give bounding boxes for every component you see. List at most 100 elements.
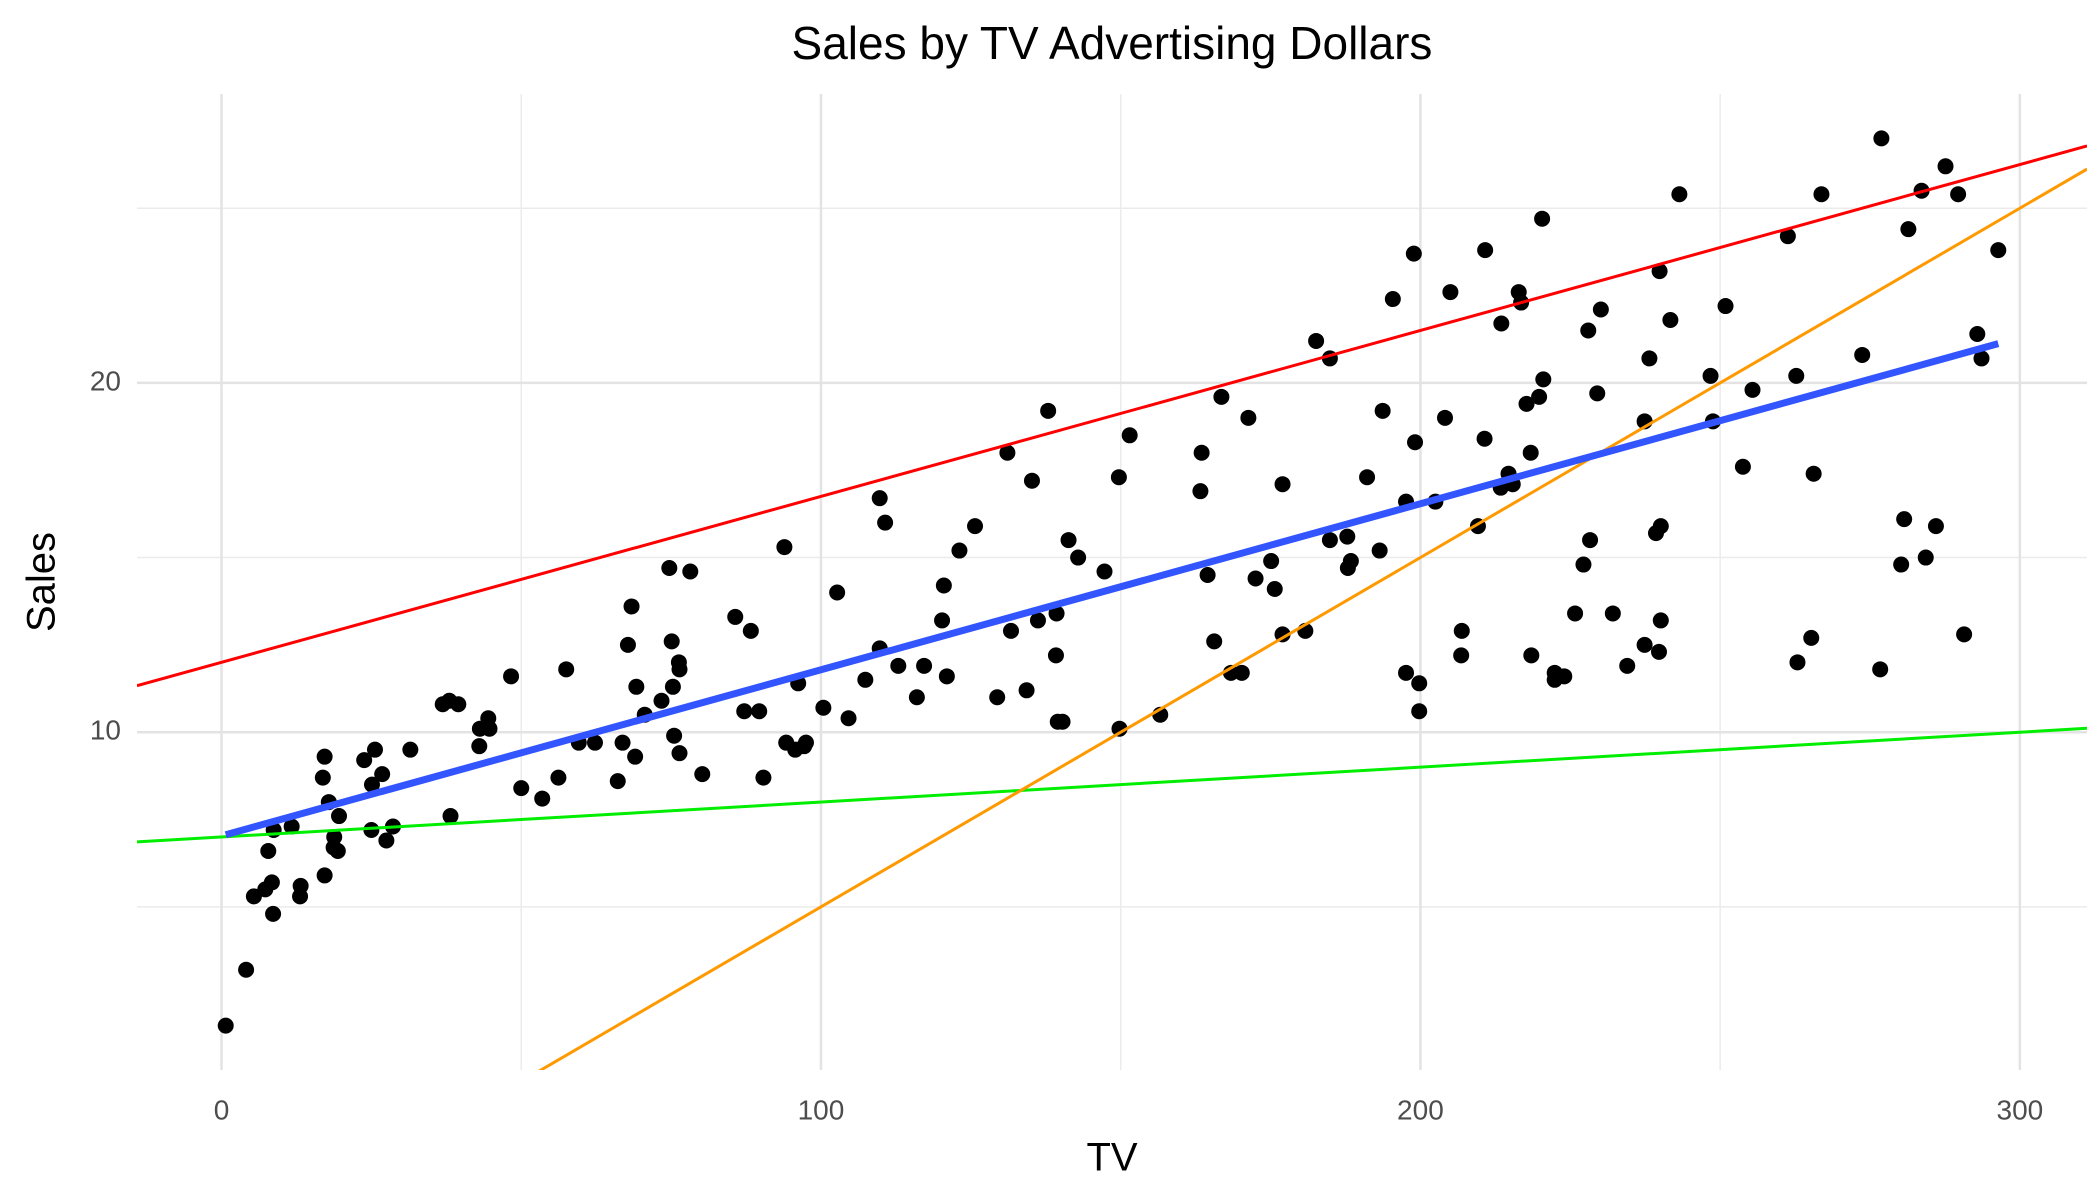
point [1779, 228, 1796, 245]
point [671, 745, 688, 762]
point [1589, 385, 1606, 402]
point [1927, 518, 1944, 535]
point [1788, 367, 1805, 384]
point [1734, 458, 1751, 475]
point [1029, 612, 1046, 629]
point [1789, 654, 1806, 671]
reference-line [137, 144, 2087, 688]
point [1096, 563, 1113, 580]
point [442, 808, 459, 825]
chart-title: Sales by TV Advertising Dollars [792, 17, 1433, 69]
point [1411, 675, 1428, 692]
point [1900, 221, 1917, 238]
point [1213, 388, 1230, 405]
point [1339, 528, 1356, 545]
point [513, 780, 530, 797]
point [871, 490, 888, 507]
point [857, 671, 874, 688]
point [1990, 242, 2007, 259]
point [356, 752, 373, 769]
reference-line [538, 167, 2087, 1070]
point [1405, 245, 1422, 262]
point [1872, 661, 1889, 678]
point [1247, 570, 1264, 587]
point [1266, 580, 1283, 597]
point [1744, 381, 1761, 398]
point [1274, 476, 1291, 493]
point [363, 822, 380, 839]
point [670, 654, 687, 671]
point [829, 584, 846, 601]
point [586, 734, 603, 751]
point [815, 699, 832, 716]
point [877, 514, 894, 531]
point [263, 874, 280, 891]
point [1240, 409, 1257, 426]
point [1641, 350, 1658, 367]
point [1518, 395, 1535, 412]
point [840, 710, 857, 727]
point [1476, 430, 1493, 447]
point [653, 692, 670, 709]
point [1717, 298, 1734, 315]
point [619, 636, 636, 653]
point [614, 734, 631, 751]
point [558, 661, 575, 678]
point [908, 689, 925, 706]
point [1522, 444, 1539, 461]
x-tick-label: 0 [214, 1094, 230, 1125]
point [1308, 332, 1325, 349]
point [1893, 556, 1910, 573]
point [1580, 322, 1597, 339]
point [666, 727, 683, 744]
point [1263, 553, 1280, 570]
point [534, 790, 551, 807]
point [1493, 315, 1510, 332]
point [1651, 263, 1668, 280]
point [481, 720, 498, 737]
point [1592, 301, 1609, 318]
y-axis-title: Sales [20, 532, 64, 632]
point [890, 657, 907, 674]
point [1002, 622, 1019, 639]
point [1193, 444, 1210, 461]
point [664, 678, 681, 695]
point [935, 577, 952, 594]
point [1359, 469, 1376, 486]
point [628, 678, 645, 695]
point [663, 633, 680, 650]
point [999, 444, 1016, 461]
point [1647, 525, 1664, 542]
point [1937, 158, 1954, 175]
grid [137, 94, 2087, 1070]
point [1384, 291, 1401, 308]
point [934, 612, 951, 629]
point [331, 808, 348, 825]
point [1199, 567, 1216, 584]
point [292, 888, 309, 905]
point [238, 961, 255, 978]
point [1192, 483, 1209, 500]
point [1650, 643, 1667, 660]
point [1453, 647, 1470, 664]
point [1873, 130, 1890, 147]
point [1342, 553, 1359, 570]
point [1531, 388, 1548, 405]
point [967, 518, 984, 535]
point [1813, 186, 1830, 203]
point [694, 766, 711, 783]
point [1047, 647, 1064, 664]
point [1854, 346, 1871, 363]
fit-line [224, 340, 2000, 839]
point [1070, 549, 1087, 566]
point [1121, 427, 1138, 444]
point [1546, 671, 1563, 688]
point [1973, 350, 1990, 367]
x-axis-title: TV [1086, 1136, 1137, 1180]
point [503, 668, 520, 685]
x-tick-label: 100 [798, 1094, 845, 1125]
point [1048, 605, 1065, 622]
reference-line [137, 726, 2087, 844]
